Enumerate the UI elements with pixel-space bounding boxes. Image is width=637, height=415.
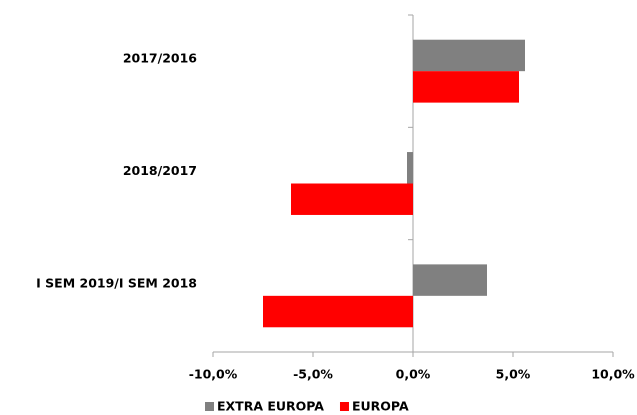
bar <box>291 183 413 215</box>
x-tick-label: 10,0% <box>591 367 635 382</box>
legend-swatch <box>339 402 349 411</box>
x-tick-label: -5,0% <box>293 367 333 382</box>
y-tick-label: I SEM 2019/I SEM 2018 <box>36 275 197 290</box>
x-tick-label: 5,0% <box>496 367 531 382</box>
y-tick-label: 2018/2017 <box>123 163 197 178</box>
bar <box>263 295 413 328</box>
legend-swatch <box>205 402 214 411</box>
bar <box>413 39 525 72</box>
y-tick-label: 2017/2016 <box>123 51 197 66</box>
bar <box>413 264 487 296</box>
bar <box>413 71 519 103</box>
x-tick-label: 0,0% <box>396 367 431 382</box>
legend-label: EUROPA <box>352 399 409 414</box>
legend-label: EXTRA EUROPA <box>217 399 324 414</box>
x-tick-label: -10,0% <box>189 367 238 382</box>
bar <box>407 152 413 184</box>
